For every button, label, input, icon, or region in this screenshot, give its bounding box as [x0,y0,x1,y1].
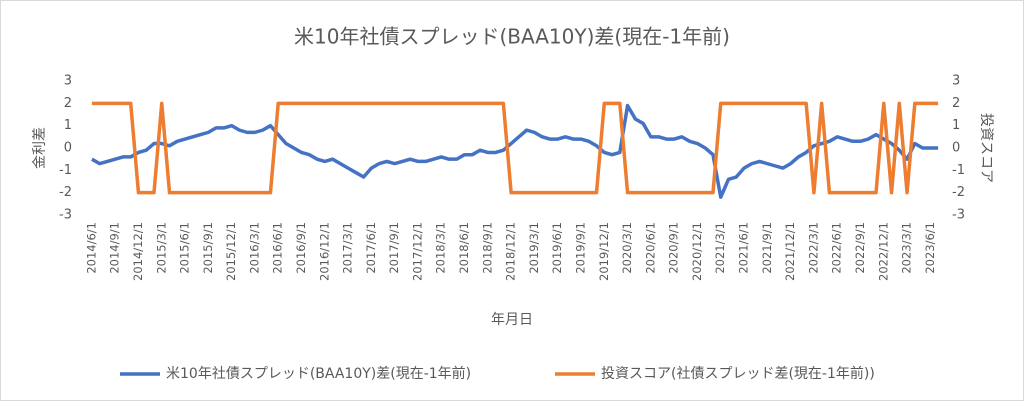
y2-axis-title: 投資スコア [978,113,994,183]
x-tick-label: 2016/9/1 [294,222,308,274]
y2-tick-label: 0 [952,141,960,156]
x-tick-label: 2020/6/1 [643,222,657,274]
x-tick-label: 2014/12/1 [131,222,145,281]
y-axis-title: 金利差 [32,127,48,169]
x-tick-label: 2015/12/1 [224,222,238,281]
x-tick-label: 2022/6/1 [830,222,844,274]
x-tick-label: 2018/9/1 [480,222,494,274]
x-tick-label: 2015/3/1 [154,222,168,274]
x-tick-label: 2021/3/1 [713,222,727,274]
y-tick-label: -2 [59,185,72,200]
x-tick-label: 2015/9/1 [201,222,215,274]
x-tick-label: 2017/6/1 [364,222,378,274]
x-tick-label: 2019/6/1 [550,222,564,274]
x-tick-label: 2016/12/1 [317,222,331,281]
y-tick-label: 0 [64,141,72,156]
y2-tick-label: 1 [952,118,960,133]
y-tick-label: 3 [64,74,72,89]
y2-tick-label: 3 [952,74,960,89]
series-line [91,103,939,199]
y-tick-label: -3 [59,208,72,223]
x-tick-label: 2021/6/1 [737,222,751,274]
y2-tick-label: -3 [952,208,965,223]
series-line [91,101,939,195]
x-tick-label: 2020/9/1 [667,222,681,274]
x-tick-label: 2021/9/1 [760,222,774,274]
x-tick-label: 2022/3/1 [806,222,820,274]
x-tick-label: 2016/6/1 [271,222,285,274]
x-tick-label: 2019/12/1 [597,222,611,281]
x-tick-label: 2018/3/1 [434,222,448,274]
x-tick-label: 2023/3/1 [900,222,914,274]
x-tick-label: 2021/12/1 [783,222,797,281]
x-tick-label: 2022/12/1 [876,222,890,281]
x-tick-label: 2019/9/1 [573,222,587,274]
x-tick-label: 2020/12/1 [690,222,704,281]
x-tick-label: 2018/12/1 [504,222,518,281]
x-tick-label: 2017/3/1 [341,222,355,274]
x-tick-label: 2019/3/1 [527,222,541,274]
x-tick-label: 2022/9/1 [853,222,867,274]
x-tick-label: 2016/3/1 [247,222,261,274]
y2-tick-label: -1 [952,163,965,178]
x-tick-label: 2014/6/1 [84,222,98,274]
x-tick-label: 2017/12/1 [410,222,424,281]
chart-title: 米10年社債スプレッド(BAA10Y)差(現在-1年前) [294,25,730,49]
x-tick-label: 2020/3/1 [620,222,634,274]
x-tick-label: 2014/9/1 [108,222,122,274]
y2-tick-label: -2 [952,185,965,200]
x-tick-label: 2023/6/1 [923,222,937,274]
x-tick-label: 2017/9/1 [387,222,401,274]
legend-label: 米10年社債スプレッド(BAA10Y)差(現在-1年前) [166,365,471,382]
x-axis-title: 年月日 [491,312,533,328]
y-tick-label: 1 [64,118,72,133]
x-tick-label: 2018/6/1 [457,222,471,274]
y-tick-label: 2 [64,96,72,111]
legend-label: 投資スコア(社債スプレッド差(現在-1年前)) [601,365,875,382]
x-tick-label: 2015/6/1 [178,222,192,274]
y2-tick-label: 2 [952,96,960,111]
y-tick-label: -1 [59,163,72,178]
